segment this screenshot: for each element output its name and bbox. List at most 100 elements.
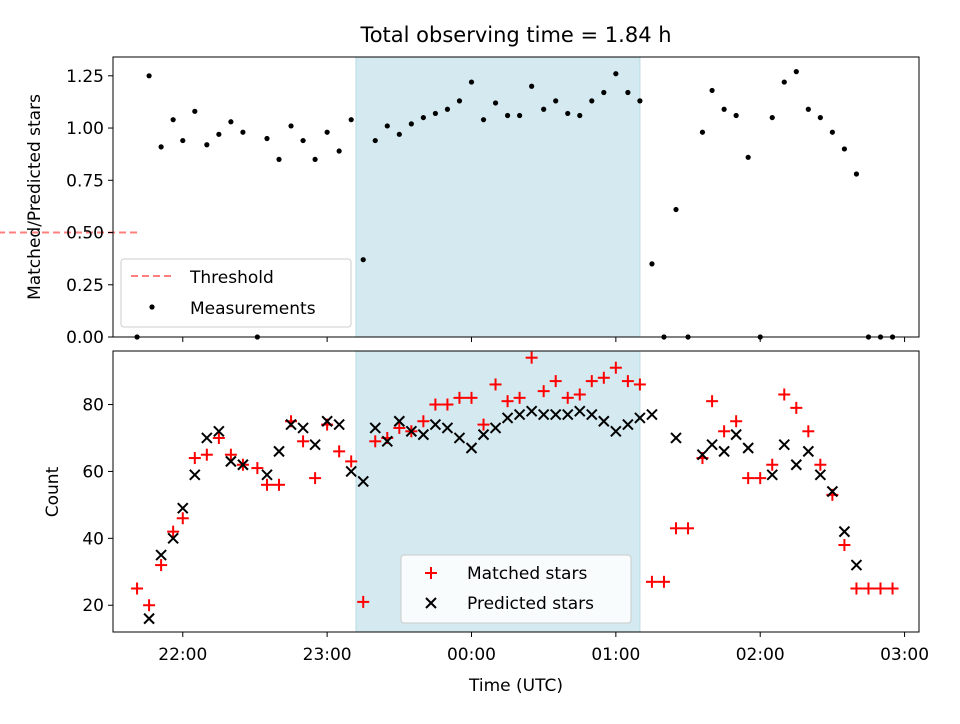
predicted-stars-points: [143, 405, 863, 625]
matched-star-point: [260, 478, 273, 491]
matched-star-point: [489, 378, 502, 391]
ratio-y-tick-label: 0.00: [66, 328, 104, 348]
legend-predicted-swatch: [425, 597, 437, 609]
matched-star-point: [802, 425, 815, 438]
predicted-star-point: [802, 445, 815, 458]
predicted-star-point: [477, 428, 490, 441]
measurement-point: [240, 129, 246, 135]
measurement-point: [384, 123, 390, 129]
predicted-star-point: [634, 412, 646, 424]
ratio-y-axis-label: Matched/Predicted stars: [25, 94, 45, 300]
matched-star-point: [143, 599, 156, 612]
measurement-point: [721, 106, 727, 112]
matched-star-point: [597, 371, 610, 384]
count-x-tick-label: 23:00: [303, 645, 352, 665]
matched-star-point: [669, 522, 682, 535]
matched-star-point: [585, 375, 598, 388]
matched-star-point: [369, 435, 382, 448]
matched-star-point: [501, 395, 514, 408]
measurement-point: [553, 98, 559, 104]
measurement-point: [769, 114, 775, 121]
ratio-y-tick-label: 0.25: [66, 276, 104, 296]
count-legend-box: [400, 554, 632, 624]
predicted-star-point: [706, 438, 718, 451]
predicted-star-point: [345, 465, 357, 478]
ratio-panel-frame: [112, 56, 920, 338]
measurement-point: [541, 106, 547, 112]
count-y-tick-label: 20: [82, 596, 104, 616]
legend-measurements-swatch: [149, 304, 155, 310]
ratio-panel: 0.00 0.25 0.50 0.75 1.00 1.25 Total observing…: [0, 23, 920, 348]
matched-star-point: [393, 421, 406, 434]
count-y-ticks: 20 40 60 80: [82, 396, 113, 616]
measurement-point: [613, 71, 619, 77]
measurement-point: [432, 110, 438, 117]
predicted-star-point: [742, 442, 754, 454]
predicted-star-point: [453, 432, 466, 444]
ratio-panel-shaded-span: [355, 56, 641, 338]
predicted-star-point: [143, 612, 155, 625]
predicted-star-point: [441, 422, 454, 434]
count-x-tick-label: 00:00: [447, 645, 496, 665]
predicted-star-point: [393, 415, 406, 427]
measurement-point: [348, 117, 354, 123]
matched-star-point: [188, 452, 201, 465]
predicted-star-point: [537, 408, 550, 421]
measurement-point: [146, 73, 152, 79]
measurement-point: [396, 131, 402, 137]
predicted-star-point: [381, 435, 393, 448]
measurement-point: [420, 114, 426, 121]
count-x-ticks: 22:00 23:00 00:00 01:00 02:00 03:00: [158, 632, 929, 665]
matched-star-point: [778, 388, 791, 401]
legend-matched-swatch: [425, 567, 437, 579]
predicted-star-point: [622, 418, 634, 431]
measurement-point: [170, 117, 176, 123]
matched-star-point: [465, 391, 478, 404]
matched-star-point: [754, 472, 767, 485]
ratio-y-tick-label: 0.75: [66, 171, 104, 191]
matched-stars-points: [131, 351, 899, 612]
predicted-star-point: [850, 559, 863, 571]
matched-star-point: [742, 472, 755, 485]
measurement-point: [565, 110, 571, 117]
predicted-star-point: [177, 502, 189, 514]
predicted-star-point: [309, 438, 321, 451]
predicted-star-point: [525, 405, 538, 417]
measurements-points: [134, 69, 896, 340]
count-x-tick-label: 22:00: [158, 645, 207, 665]
measurement-point: [192, 108, 198, 114]
predicted-star-point: [766, 469, 778, 481]
predicted-star-point: [610, 425, 622, 437]
measurement-point: [589, 98, 595, 104]
predicted-star-point: [357, 475, 369, 488]
predicted-star-point: [489, 422, 502, 434]
measurement-point: [312, 156, 318, 162]
measurement-point: [216, 131, 222, 137]
matched-star-point: [417, 415, 430, 428]
predicted-star-point: [562, 408, 574, 421]
predicted-star-point: [513, 408, 526, 421]
count-y-axis-label: Count: [43, 466, 63, 517]
measurement-point: [228, 119, 234, 125]
matched-star-point: [609, 361, 622, 374]
legend-threshold-label: Threshold: [189, 268, 274, 288]
predicted-star-point: [285, 418, 297, 431]
matched-star-point: [814, 458, 827, 471]
predicted-star-point: [155, 549, 167, 561]
measurement-point: [444, 106, 451, 112]
ratio-y-tick-label: 1.00: [66, 119, 104, 139]
measurement-point: [709, 87, 715, 94]
ratio-y-tick-label: 1.25: [66, 67, 104, 87]
count-y-tick-label: 40: [82, 529, 104, 549]
measurement-point: [456, 98, 463, 104]
predicted-star-point: [574, 405, 586, 417]
measurement-point: [673, 206, 679, 213]
measurement-point: [745, 154, 751, 160]
matched-star-point: [309, 472, 322, 485]
measurement-point: [324, 129, 330, 135]
matched-star-point: [730, 415, 743, 428]
predicted-star-point: [189, 469, 201, 481]
measurement-point: [492, 100, 499, 106]
matched-star-point: [224, 448, 237, 461]
